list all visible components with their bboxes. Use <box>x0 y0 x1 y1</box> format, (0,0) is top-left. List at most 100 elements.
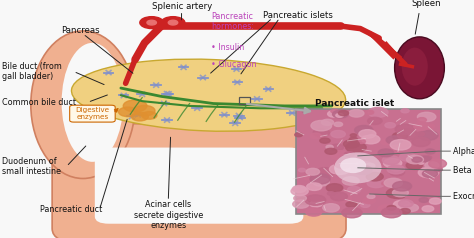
Circle shape <box>425 156 432 159</box>
Circle shape <box>295 133 302 137</box>
Circle shape <box>330 192 347 201</box>
FancyBboxPatch shape <box>70 105 115 122</box>
Circle shape <box>399 200 413 207</box>
Text: Acinar cells
secrete digestive
enzymes: Acinar cells secrete digestive enzymes <box>134 200 203 230</box>
Circle shape <box>344 152 355 157</box>
Circle shape <box>393 200 410 209</box>
Text: Digestive
enzymes: Digestive enzymes <box>75 107 109 120</box>
Circle shape <box>310 201 322 207</box>
Circle shape <box>365 163 375 169</box>
Circle shape <box>398 194 405 198</box>
Text: Bile duct (from
gall bladder): Bile duct (from gall bladder) <box>2 62 62 81</box>
Circle shape <box>425 149 435 154</box>
Circle shape <box>343 140 359 148</box>
Circle shape <box>320 138 330 143</box>
Text: Pancreatic islet: Pancreatic islet <box>315 99 394 108</box>
Circle shape <box>291 187 308 195</box>
Circle shape <box>419 130 438 140</box>
Circle shape <box>392 189 409 197</box>
Circle shape <box>403 204 419 212</box>
Circle shape <box>131 112 148 121</box>
Circle shape <box>330 144 344 151</box>
Text: Common bile duct: Common bile duct <box>2 98 76 107</box>
Circle shape <box>302 110 308 113</box>
Circle shape <box>412 157 422 162</box>
Circle shape <box>422 206 434 212</box>
Circle shape <box>306 168 319 175</box>
Circle shape <box>392 132 407 140</box>
Circle shape <box>168 20 178 25</box>
Circle shape <box>378 205 396 214</box>
Circle shape <box>360 166 370 171</box>
Circle shape <box>299 168 305 172</box>
Circle shape <box>418 167 439 178</box>
Circle shape <box>367 178 385 188</box>
Circle shape <box>426 124 435 129</box>
Circle shape <box>368 117 382 124</box>
Circle shape <box>147 20 156 25</box>
Circle shape <box>355 161 373 170</box>
Circle shape <box>418 161 424 164</box>
Circle shape <box>134 105 155 116</box>
FancyBboxPatch shape <box>95 148 303 224</box>
Bar <box>239 97 250 104</box>
Circle shape <box>332 170 341 174</box>
Circle shape <box>384 178 402 188</box>
Circle shape <box>366 172 383 181</box>
Circle shape <box>296 197 310 204</box>
Ellipse shape <box>31 31 135 178</box>
Circle shape <box>390 140 411 150</box>
Circle shape <box>434 167 442 171</box>
Circle shape <box>328 111 340 117</box>
Circle shape <box>327 192 335 195</box>
Text: • Insulin: • Insulin <box>211 43 244 52</box>
Circle shape <box>361 203 370 207</box>
Circle shape <box>416 132 425 136</box>
Ellipse shape <box>334 152 382 183</box>
Bar <box>296 109 441 214</box>
Circle shape <box>306 208 322 216</box>
Circle shape <box>347 186 361 193</box>
Text: Beta cells: Beta cells <box>453 166 474 175</box>
Circle shape <box>401 109 409 113</box>
Circle shape <box>337 194 352 202</box>
Circle shape <box>368 107 388 117</box>
Text: Exocrine acinus: Exocrine acinus <box>453 192 474 201</box>
Text: Pancreatic
hormones:: Pancreatic hormones: <box>211 12 254 31</box>
Circle shape <box>123 100 147 112</box>
Circle shape <box>346 202 357 207</box>
Circle shape <box>406 155 423 164</box>
Circle shape <box>395 124 415 134</box>
Text: Duodenum of
small intestine: Duodenum of small intestine <box>2 157 61 176</box>
Circle shape <box>359 130 376 138</box>
Circle shape <box>294 195 306 201</box>
Circle shape <box>357 139 365 144</box>
Circle shape <box>354 165 372 175</box>
Circle shape <box>381 208 402 218</box>
Circle shape <box>350 134 356 137</box>
Circle shape <box>304 175 314 180</box>
Text: Spleen: Spleen <box>412 0 441 8</box>
Ellipse shape <box>72 59 346 131</box>
Circle shape <box>161 17 185 29</box>
Circle shape <box>293 200 309 208</box>
Circle shape <box>342 177 359 185</box>
Circle shape <box>329 164 350 174</box>
Circle shape <box>311 120 332 131</box>
Circle shape <box>387 165 405 174</box>
Circle shape <box>383 156 400 164</box>
Circle shape <box>391 165 401 171</box>
Circle shape <box>417 118 427 122</box>
Circle shape <box>383 159 402 168</box>
Ellipse shape <box>340 158 366 173</box>
Circle shape <box>390 168 404 176</box>
Circle shape <box>385 123 395 128</box>
Circle shape <box>310 133 321 139</box>
Circle shape <box>419 198 428 202</box>
Circle shape <box>310 174 330 184</box>
Circle shape <box>429 198 441 204</box>
Circle shape <box>381 139 392 145</box>
Circle shape <box>363 198 375 204</box>
Circle shape <box>425 162 439 169</box>
Circle shape <box>331 109 338 113</box>
